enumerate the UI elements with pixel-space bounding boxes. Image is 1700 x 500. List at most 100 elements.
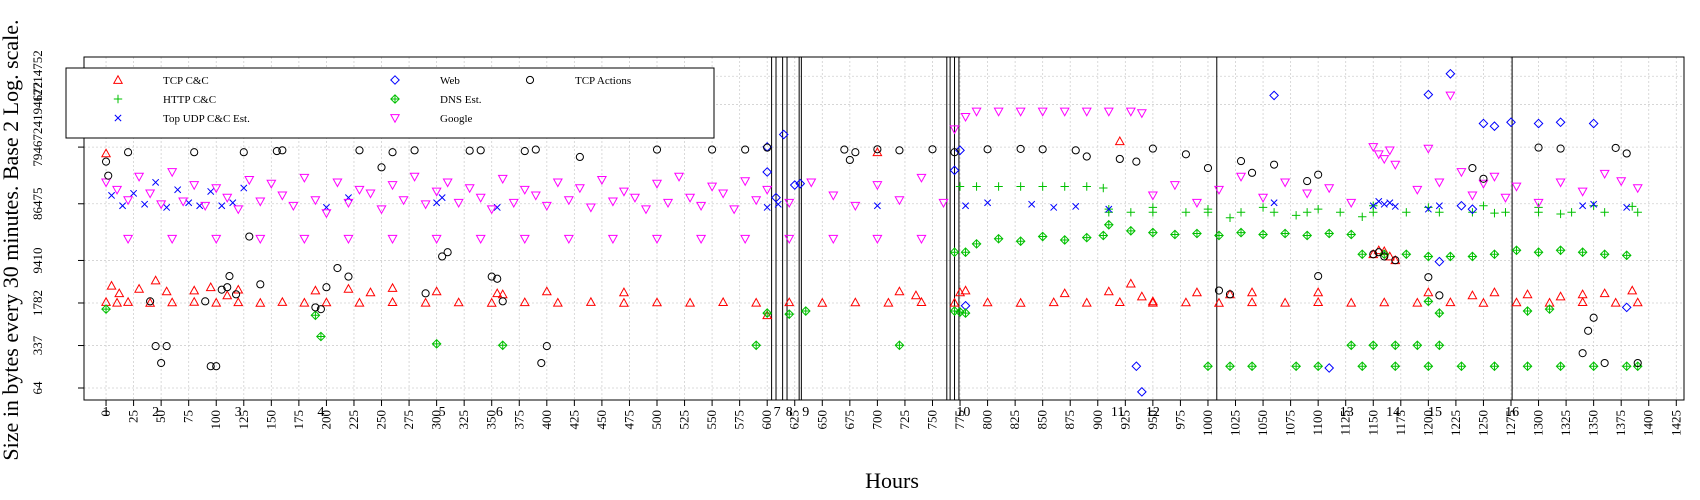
data-point xyxy=(443,248,452,257)
x-tick-label: 350 xyxy=(484,410,499,430)
data-point xyxy=(1258,203,1268,212)
data-point xyxy=(784,297,795,307)
data-point xyxy=(771,192,781,203)
data-point xyxy=(431,286,442,296)
data-point xyxy=(1060,182,1069,191)
data-point xyxy=(1584,326,1593,335)
x-tick-label: 200 xyxy=(318,410,333,430)
y-tick-label: 4194672 xyxy=(30,82,45,128)
data-point xyxy=(1522,361,1533,372)
data-point xyxy=(1402,208,1411,217)
data-point xyxy=(519,297,530,307)
x-tick-label: 600 xyxy=(759,410,774,430)
data-point xyxy=(1015,297,1026,307)
x-tick-label: 575 xyxy=(732,410,747,430)
data-point xyxy=(828,234,839,244)
data-point xyxy=(916,234,927,244)
data-point xyxy=(157,358,166,368)
data-point xyxy=(1390,361,1401,372)
x-tick-label: 225 xyxy=(346,410,361,430)
data-point xyxy=(928,145,937,154)
data-point xyxy=(1555,291,1566,301)
data-point xyxy=(1500,193,1511,203)
data-point xyxy=(563,234,574,244)
data-point xyxy=(152,178,160,186)
data-point xyxy=(272,147,281,156)
data-point xyxy=(596,176,607,186)
data-point xyxy=(531,145,540,154)
data-point xyxy=(1391,202,1399,210)
x-tick-label: 900 xyxy=(1090,410,1105,430)
data-point xyxy=(1280,178,1291,188)
data-point xyxy=(150,275,161,285)
data-point xyxy=(475,193,486,203)
data-point xyxy=(1401,249,1412,260)
data-point xyxy=(1456,361,1467,372)
data-point xyxy=(751,340,762,351)
x-tick-label: 250 xyxy=(374,410,389,430)
event-label: 3 xyxy=(235,405,242,420)
data-point xyxy=(1059,235,1070,245)
data-point xyxy=(1434,308,1445,318)
data-point xyxy=(708,145,717,154)
data-point xyxy=(497,174,508,185)
data-point xyxy=(134,172,145,182)
data-point xyxy=(1038,182,1047,191)
data-point xyxy=(1147,297,1158,307)
data-point xyxy=(585,296,596,306)
data-point xyxy=(949,247,960,258)
data-point xyxy=(1489,121,1500,132)
x-tick-label: 175 xyxy=(291,410,306,430)
data-point xyxy=(1324,363,1335,373)
data-point xyxy=(343,198,354,208)
legend-label: HTTP C&C xyxy=(163,94,216,106)
data-point xyxy=(433,199,441,207)
data-point xyxy=(618,297,629,307)
data-point xyxy=(310,285,321,295)
event-labels: 1 2 3 4 5 6 7 8 9 10 11 12 13 14 15 16 xyxy=(103,405,1520,420)
data-point xyxy=(1589,201,1598,210)
data-point xyxy=(1379,297,1390,307)
data-point xyxy=(387,296,398,307)
data-point xyxy=(1214,286,1224,295)
series-top-udp-c-c-est- xyxy=(108,178,1631,213)
data-point xyxy=(1050,203,1058,211)
data-point xyxy=(519,234,530,244)
data-point xyxy=(784,309,795,320)
data-point xyxy=(1373,245,1384,255)
data-point xyxy=(1412,340,1423,351)
data-point xyxy=(225,272,234,281)
data-point xyxy=(729,205,740,215)
x-axis-label: Hours xyxy=(865,468,919,493)
x-tick-label: 150 xyxy=(263,410,278,430)
data-point xyxy=(124,148,133,157)
data-point xyxy=(607,197,618,207)
data-point xyxy=(244,176,255,186)
x-tick-label: 0 xyxy=(98,410,113,417)
data-point xyxy=(806,178,817,188)
event-label: 4 xyxy=(317,405,324,420)
x-tick-label: 1225 xyxy=(1448,410,1463,436)
series-tcp-actions xyxy=(101,143,1642,371)
x-tick-label: 950 xyxy=(1145,410,1160,430)
legend-marker xyxy=(114,114,122,122)
data-point xyxy=(217,285,226,294)
data-point xyxy=(255,297,266,307)
data-point xyxy=(741,145,750,154)
data-point xyxy=(1313,287,1324,297)
data-point xyxy=(163,203,171,211)
data-point xyxy=(950,148,959,157)
data-point xyxy=(800,306,811,316)
data-point xyxy=(1479,201,1488,210)
data-point xyxy=(1203,163,1213,173)
data-point xyxy=(167,168,178,178)
data-point xyxy=(1170,229,1180,240)
data-point xyxy=(1577,289,1588,299)
data-point xyxy=(1269,208,1279,217)
data-point xyxy=(1125,225,1136,236)
data-point xyxy=(651,179,663,189)
data-point xyxy=(916,296,927,307)
data-point xyxy=(1336,208,1345,217)
data-point xyxy=(1280,228,1291,239)
